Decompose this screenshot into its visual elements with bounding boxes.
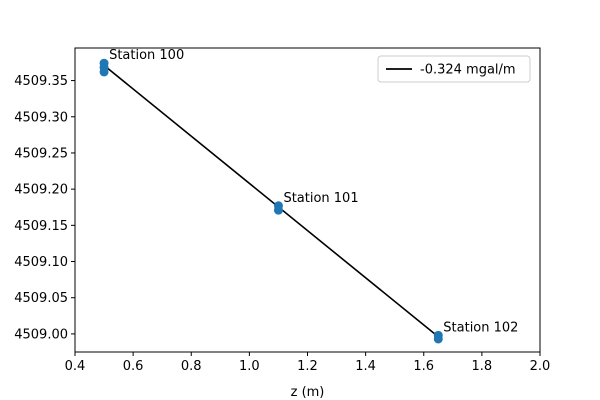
x-tick-label: 0.4 [65, 359, 86, 374]
x-tick-label: 1.6 [413, 359, 434, 374]
y-tick-label: 4509.25 [14, 146, 68, 161]
data-point [273, 205, 283, 215]
station-annotation: Station 102 [443, 320, 518, 335]
y-tick-label: 4509.35 [14, 74, 68, 89]
y-axis: 4509.00 4509.05 4509.10 4509.15 4509.20 4509.… [14, 74, 75, 342]
legend[interactable]: -0.324 mgal/m [377, 55, 531, 83]
y-tick-label: 4509.10 [14, 255, 68, 270]
y-tick-label: 4509.15 [14, 219, 68, 234]
legend-label: -0.324 mgal/m [420, 63, 516, 78]
x-axis: 0.4 0.6 0.8 1.0 1.2 1.4 1.6 1.8 2.0 [65, 352, 551, 374]
fit-line [103, 64, 439, 338]
y-tick-label: 4509.00 [14, 327, 68, 342]
x-tick-label: 1.8 [472, 359, 493, 374]
data-point [433, 334, 443, 344]
x-tick-label: 1.4 [355, 359, 376, 374]
station-annotation: Station 101 [283, 191, 358, 206]
plot-frame [74, 47, 541, 353]
x-tick-label: 1.2 [297, 359, 318, 374]
plot-area: Station 100 Station 101 Station 102 [99, 48, 518, 344]
y-tick-label: 4509.05 [14, 291, 68, 306]
station-annotation: Station 100 [109, 48, 184, 63]
x-axis-label: z (m) [291, 385, 325, 400]
y-tick-label: 4509.20 [14, 183, 68, 198]
x-tick-label: 0.8 [181, 359, 202, 374]
legend-box [377, 55, 531, 83]
data-point [99, 67, 109, 77]
y-tick-label: 4509.30 [14, 110, 68, 125]
x-tick-label: 1.0 [239, 359, 260, 374]
x-tick-label: 2.0 [530, 359, 551, 374]
x-tick-label: 0.6 [123, 359, 144, 374]
